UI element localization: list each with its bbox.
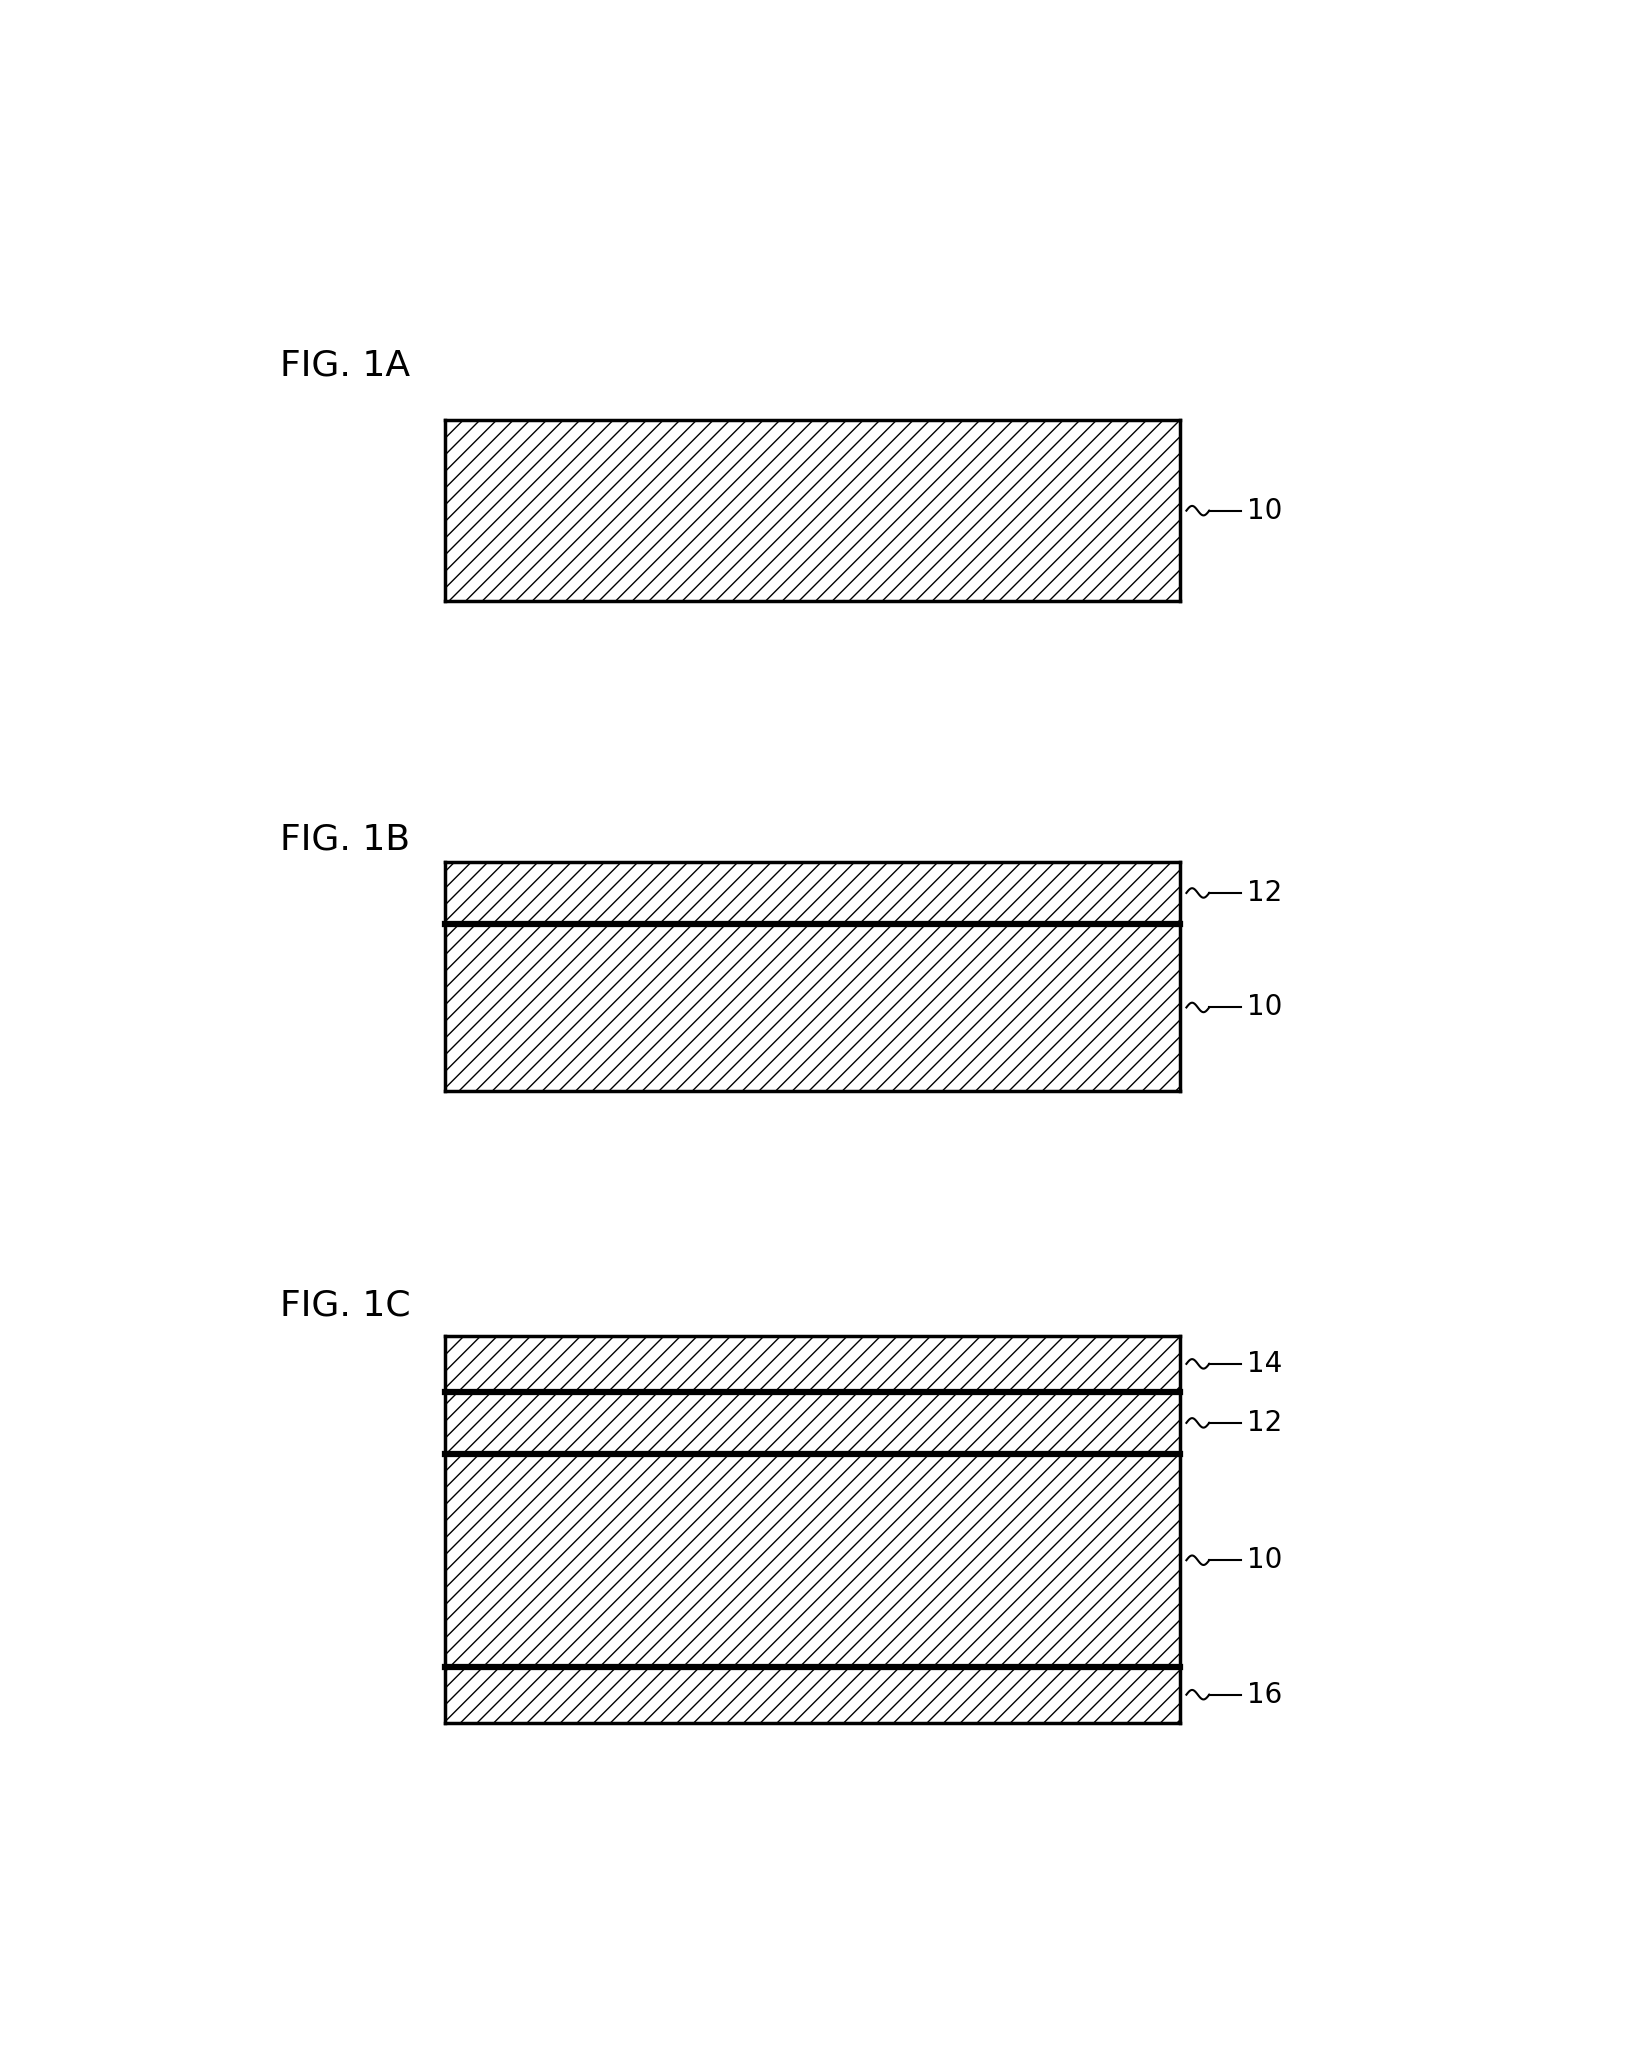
Text: FIG. 1B: FIG. 1B: [281, 822, 410, 857]
Bar: [445, 861, 1180, 923]
Text: 10: 10: [1248, 496, 1282, 525]
Text: 12: 12: [1248, 880, 1282, 907]
Bar: [445, 1335, 1180, 1393]
Text: 12: 12: [1248, 1409, 1282, 1438]
Bar: [445, 1393, 1180, 1454]
Bar: [445, 923, 1180, 1091]
Text: 16: 16: [1248, 1680, 1282, 1708]
Bar: [445, 1667, 1180, 1723]
Bar: [445, 1454, 1180, 1667]
Text: FIG. 1C: FIG. 1C: [281, 1288, 410, 1323]
Text: 10: 10: [1248, 1546, 1282, 1575]
Text: FIG. 1A: FIG. 1A: [281, 349, 410, 384]
Bar: [445, 420, 1180, 601]
Text: 10: 10: [1248, 993, 1282, 1021]
Text: 14: 14: [1248, 1350, 1282, 1378]
